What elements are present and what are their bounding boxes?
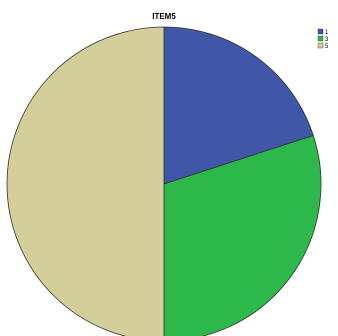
pie-slice-3 [163,134,322,336]
legend: 135 [317,28,329,50]
legend-label-1: 1 [325,30,329,36]
legend-label-3: 3 [325,37,329,43]
pie-slice-5 [6,26,165,336]
legend-label-5: 5 [325,44,329,50]
pie-slices [6,26,322,336]
chart-title: ITEM5 [152,12,176,21]
legend-swatch-5 [317,42,324,49]
legend-swatch-1 [317,28,324,35]
legend-swatch-3 [317,35,324,42]
pie-slice-1 [163,26,314,185]
